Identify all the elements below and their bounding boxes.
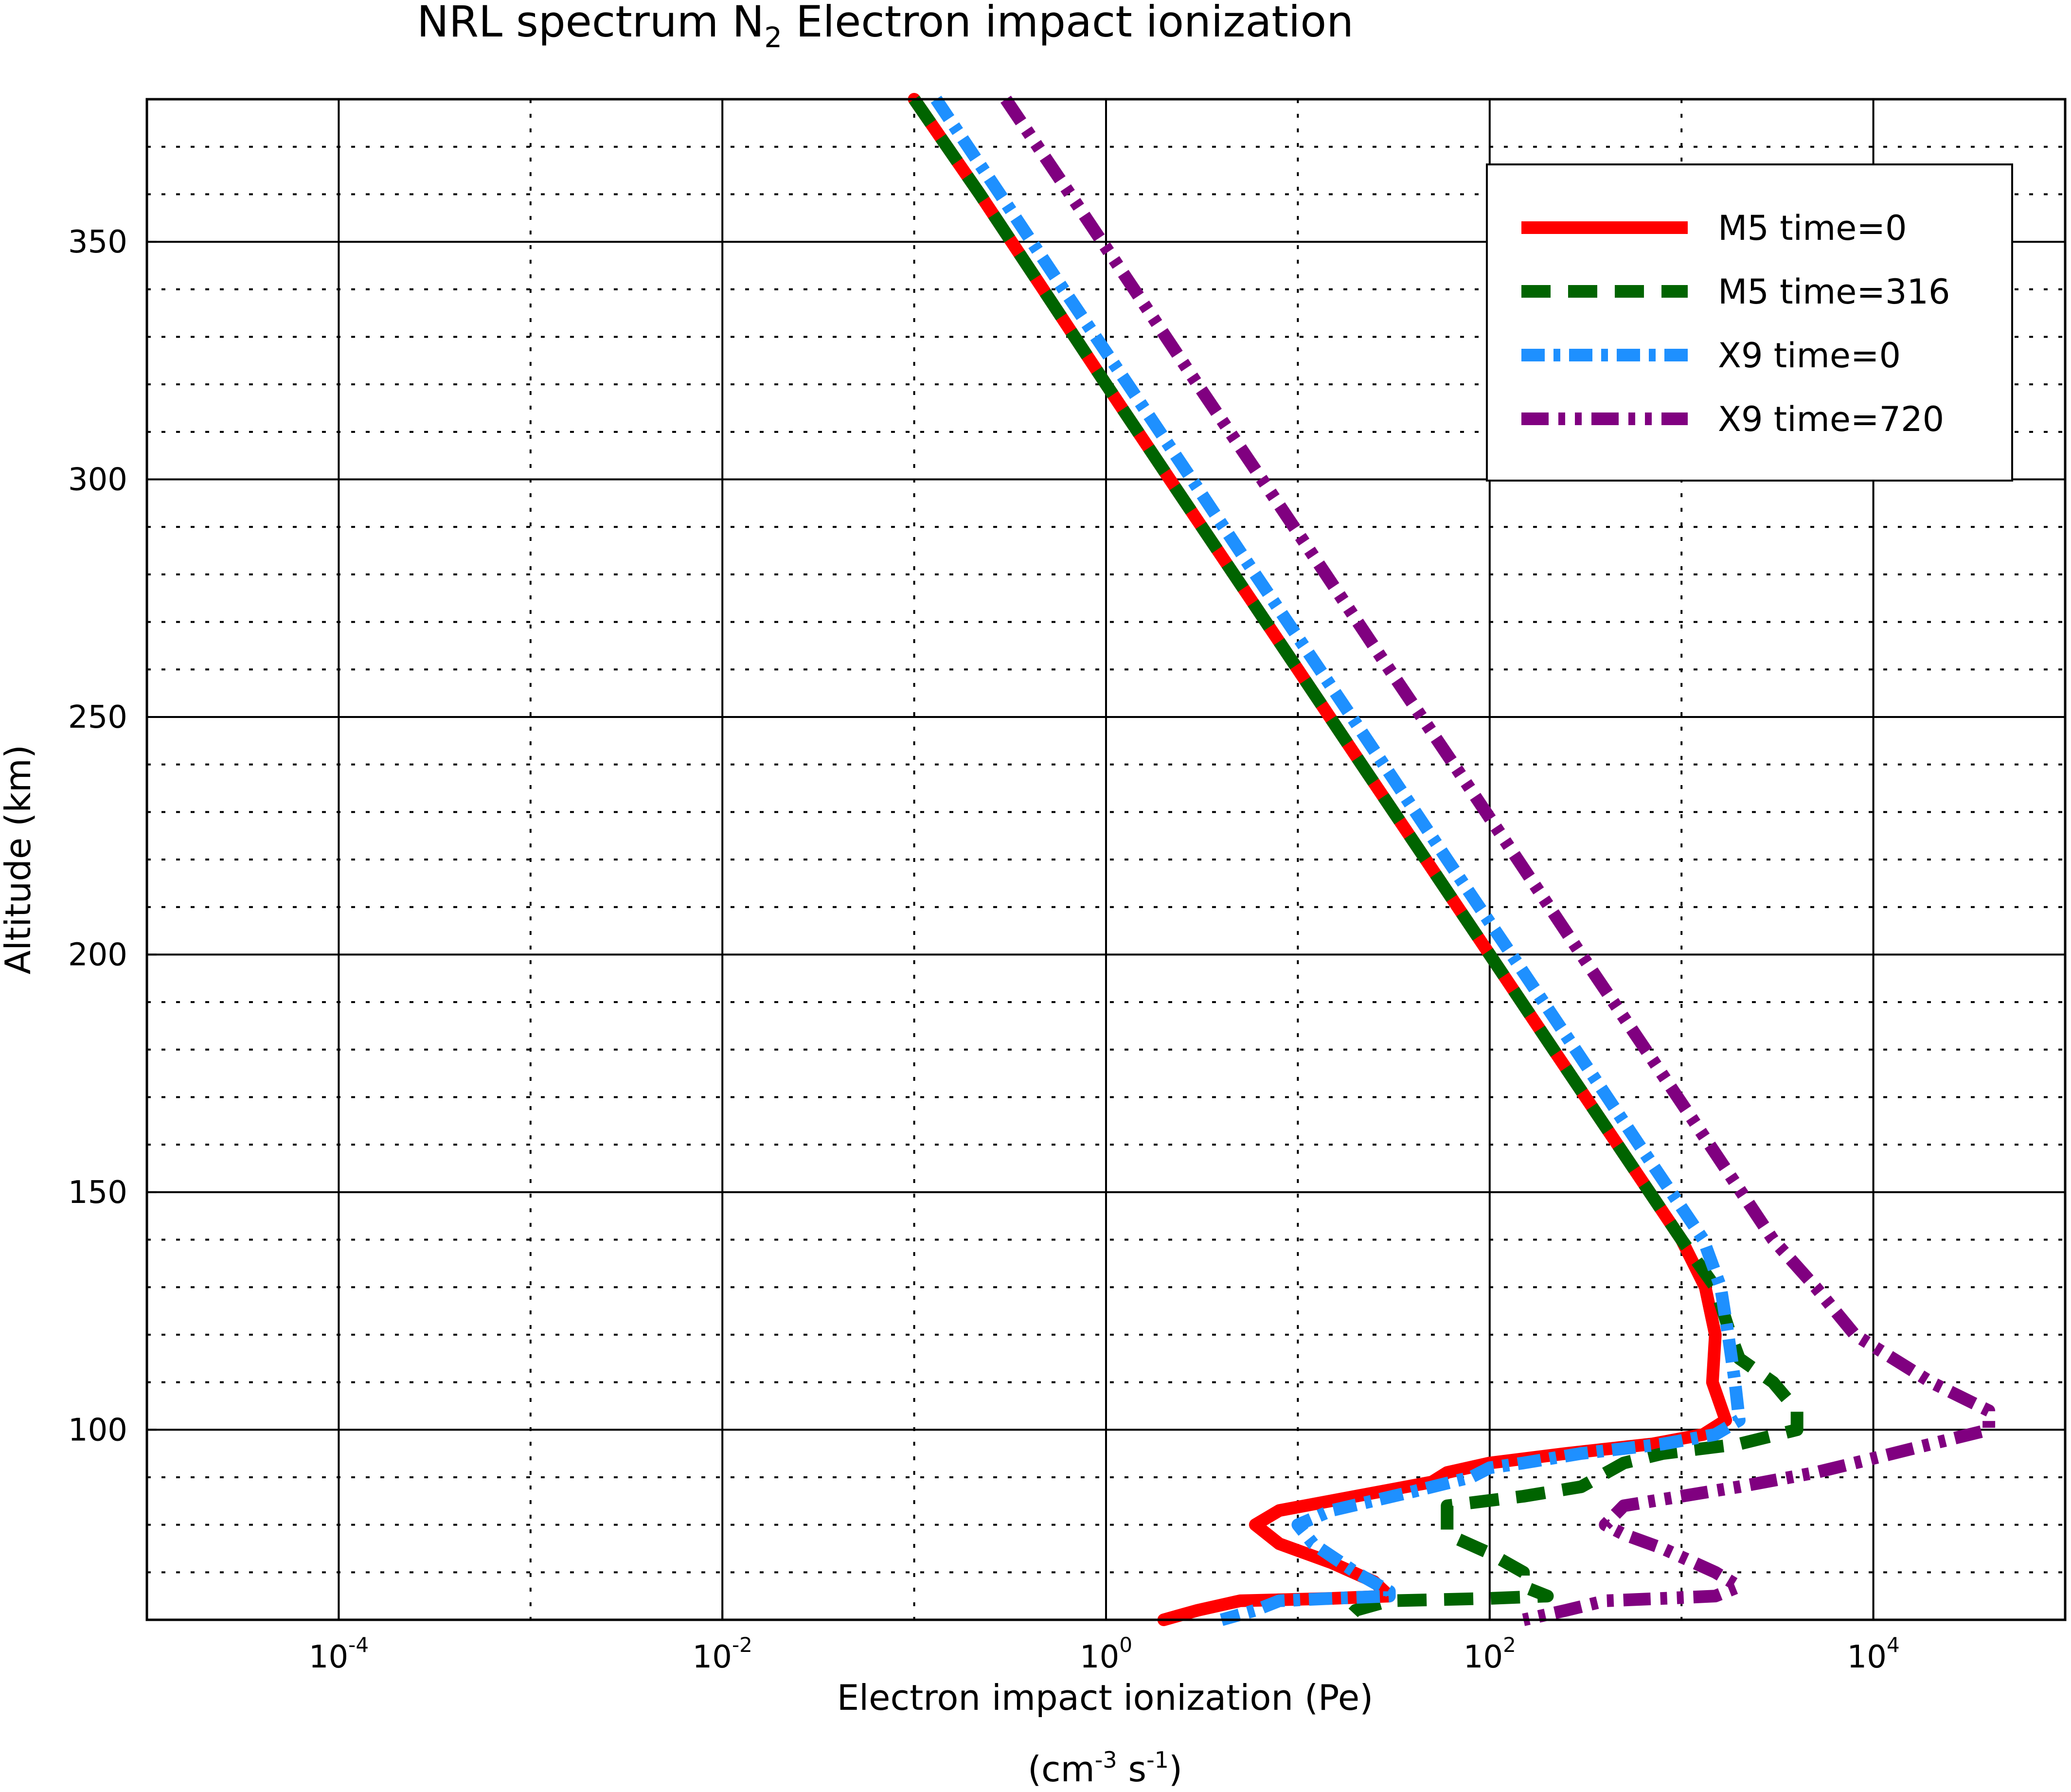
- x-tick-exponent: -4: [348, 1633, 369, 1657]
- chart-title-rest: Electron impact ionization: [782, 0, 1354, 47]
- legend-label-2: M5 time=316: [1718, 272, 1950, 312]
- y-tick-label: 150: [68, 1175, 127, 1211]
- chart-title: NRL spectrum N2 Electron impact ionizati…: [417, 0, 1354, 54]
- y-tick-label: 250: [68, 699, 127, 735]
- x-tick-base: 10: [693, 1639, 732, 1675]
- x-units-open: (cm: [1028, 1749, 1095, 1790]
- x-tick-exponent: 0: [1119, 1633, 1132, 1657]
- chart-title-subscript: 2: [764, 21, 782, 54]
- x-tick-label: 102: [1464, 1633, 1516, 1675]
- legend-label-4: X9 time=720: [1718, 399, 1944, 439]
- x-units-mid: s: [1117, 1749, 1146, 1790]
- x-tick-label: 10-2: [693, 1633, 752, 1675]
- chart-title-main: NRL spectrum N: [417, 0, 764, 47]
- x-units-close: ): [1169, 1749, 1182, 1790]
- x-tick-base: 10: [1847, 1639, 1887, 1675]
- legend: M5 time=0 M5 time=316 X9 time=0 X9 time=720: [1486, 163, 2013, 482]
- x-tick-exponent: 4: [1887, 1633, 1900, 1657]
- x-units-exp2: -1: [1146, 1747, 1169, 1773]
- series-line-3: [930, 95, 1746, 1626]
- y-axis-label: Altitude (km): [0, 745, 38, 974]
- series-layer: [908, 93, 1996, 1626]
- y-axis: 100 150 200 250 300 350: [68, 224, 157, 1448]
- x-axis-units: (cm-3 s-1): [1028, 1747, 1182, 1790]
- x-axis-label: Electron impact ionization (Pe): [837, 1677, 1374, 1718]
- y-tick-label: 350: [68, 224, 127, 260]
- x-tick-base: 10: [1080, 1639, 1119, 1675]
- x-tick-label: 10-4: [309, 1633, 369, 1675]
- legend-label-3: X9 time=0: [1718, 336, 1901, 376]
- x-tick-label: 100: [1080, 1633, 1132, 1675]
- x-axis: 10-4 10-2 100 102 104: [309, 1610, 1900, 1675]
- legend-box: [1486, 163, 2013, 482]
- legend-label-1: M5 time=0: [1718, 208, 1907, 248]
- x-tick-base: 10: [309, 1639, 348, 1675]
- y-tick-label: 200: [68, 937, 127, 973]
- y-tick-label: 100: [68, 1412, 127, 1448]
- x-tick-exponent: -2: [732, 1633, 752, 1657]
- x-tick-label: 104: [1847, 1633, 1900, 1675]
- x-units-exp1: -3: [1095, 1747, 1117, 1773]
- y-tick-label: 300: [68, 462, 127, 498]
- x-tick-exponent: 2: [1503, 1633, 1516, 1657]
- x-tick-base: 10: [1464, 1639, 1503, 1675]
